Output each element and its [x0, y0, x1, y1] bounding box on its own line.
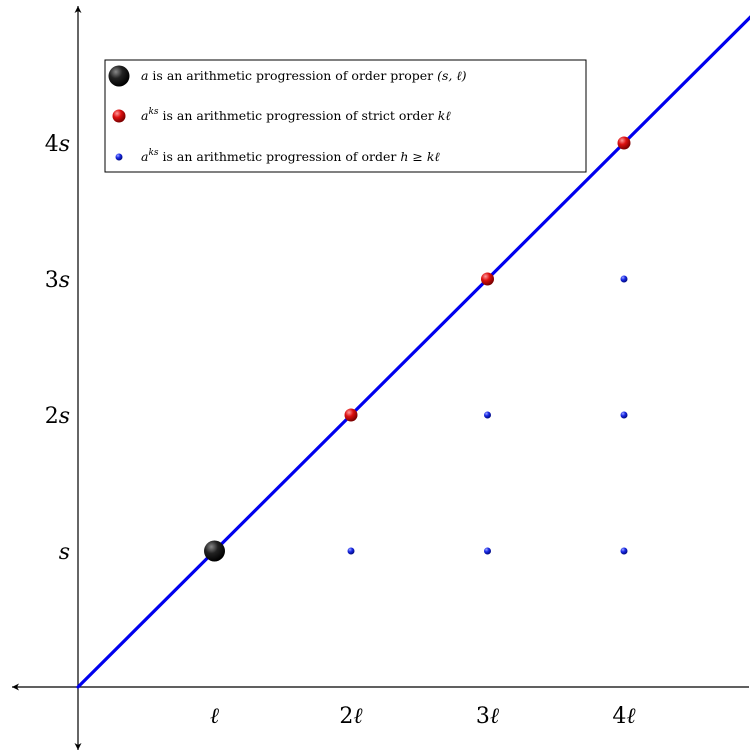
y-tick-label: 3s: [45, 268, 70, 293]
axes: [12, 6, 749, 750]
data-points: [204, 136, 631, 562]
red-point: [344, 408, 358, 422]
diagonal-line-path: [76, 15, 750, 689]
legend-marker-blue: [115, 153, 123, 161]
legend-label-red: aks is an arithmetic progression of stri…: [141, 107, 451, 123]
blue-point: [620, 275, 628, 283]
y-tick-label: s: [59, 540, 70, 565]
legend-box: [104, 59, 587, 173]
blue-point: [484, 411, 491, 419]
x-tick-label: 2ℓ: [339, 704, 363, 729]
black-point: [204, 540, 225, 562]
y-axis-arrow-top: [74, 6, 82, 13]
x-axis-arrow-left: [12, 683, 19, 691]
legend-label-blue: aks is an arithmetic progression of orde…: [141, 148, 440, 164]
y-axis-arrow-bottom: [74, 743, 82, 750]
blue-point: [347, 547, 355, 555]
x-tick-label: 4ℓ: [612, 704, 636, 729]
legend-label-black: a is an arithmetic progression of order …: [141, 68, 467, 83]
x-tick-label: ℓ: [210, 704, 220, 729]
blue-point: [620, 547, 628, 555]
diagonal-line: [76, 15, 750, 689]
legend: a is an arithmetic progression of order …: [104, 59, 587, 173]
blue-point: [620, 411, 628, 419]
tick-labels: ℓ 2ℓ 3ℓ 4ℓ s 2s 3s 4s: [45, 132, 637, 729]
x-tick-label: 3ℓ: [476, 704, 500, 729]
y-tick-label: 2s: [45, 404, 70, 429]
legend-marker-black: [108, 65, 130, 87]
red-point: [617, 136, 631, 150]
blue-point: [484, 547, 491, 555]
red-point: [481, 272, 494, 286]
legend-marker-red: [112, 109, 126, 123]
y-tick-label: 4s: [45, 132, 70, 157]
